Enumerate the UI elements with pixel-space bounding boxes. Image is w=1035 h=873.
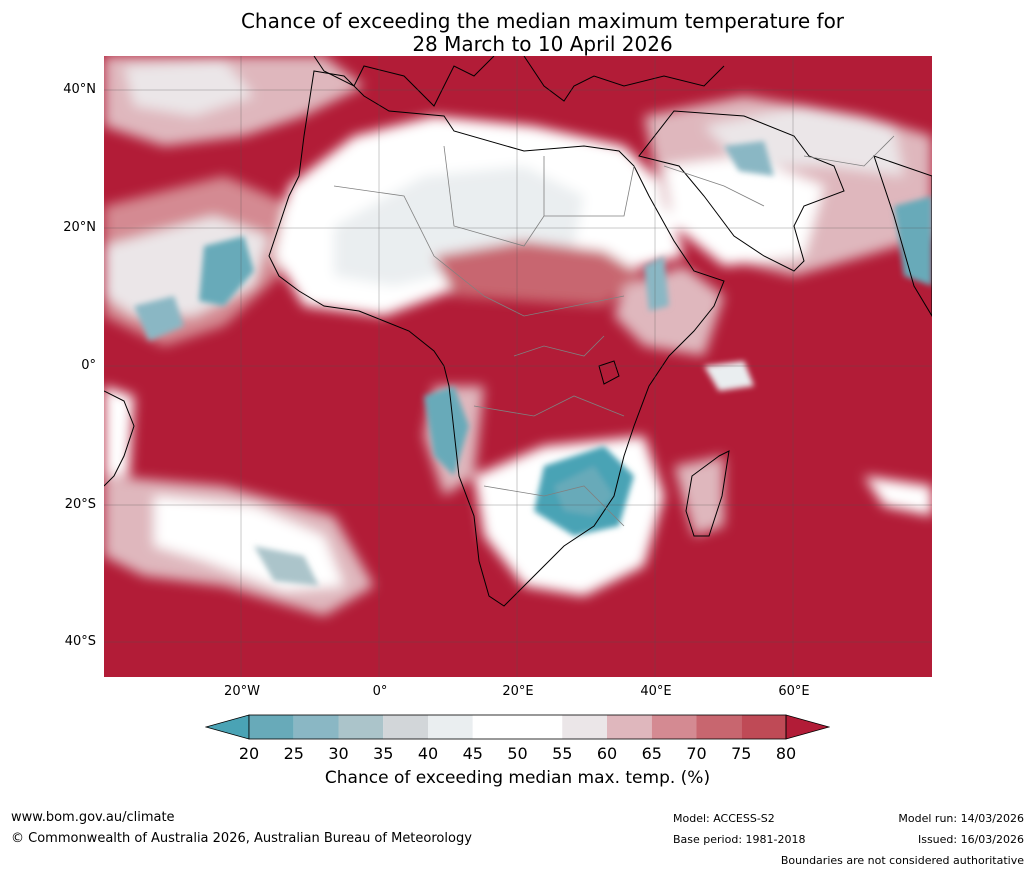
probability-map (104, 56, 932, 677)
title-line-1: Chance of exceeding the median maximum t… (240, 9, 845, 33)
lon-label-0: 0° (372, 684, 388, 699)
colorbar-extend-high (785, 714, 830, 740)
colorbar-tick-label: 50 (507, 744, 528, 763)
colorbar-segment (249, 715, 294, 739)
footer-disclaimer: Boundaries are not considered authoritat… (780, 854, 1024, 867)
colorbar-segment (472, 715, 518, 739)
colorbar-segment (428, 715, 473, 739)
colorbar-tick-label: 70 (686, 744, 707, 763)
map-title: Chance of exceeding the median maximum t… (0, 10, 1035, 56)
colorbar-tick-label: 65 (641, 744, 662, 763)
coastlines (104, 56, 932, 607)
colorbar-segments (205, 714, 830, 740)
lat-label-40n: 40°N (63, 82, 96, 97)
footer-issued: Issued: 16/03/2026 (917, 833, 1024, 846)
colorbar-tick-label: 80 (775, 744, 797, 763)
colorbar-tick-label: 20 (238, 744, 260, 763)
title-line-2: 28 March to 10 April 2026 (412, 32, 673, 56)
footer-copyright: © Commonwealth of Australia 2026, Austra… (11, 831, 472, 846)
low-probability-field (134, 141, 932, 586)
country-borders (333, 135, 895, 527)
colorbar-tick-label: 45 (462, 744, 483, 763)
colorbar-tick-label: 35 (373, 744, 394, 763)
footer-model-run: Model run: 14/03/2026 (898, 812, 1024, 825)
colorbar-label: Chance of exceeding median max. temp. (%… (324, 768, 711, 788)
graticule (104, 56, 932, 677)
colorbar (205, 714, 830, 740)
colorbar-segment (293, 715, 339, 739)
colorbar-segment (517, 715, 563, 739)
colorbar-extend-low (205, 714, 250, 740)
colorbar-segment (741, 715, 786, 739)
lon-label-20w: 20°W (224, 684, 260, 699)
colorbar-segment (607, 715, 652, 739)
colorbar-tick-label: 40 (417, 744, 439, 763)
lon-label-60e: 60°E (778, 684, 810, 699)
colorbar-frame (248, 714, 787, 740)
lat-label-40s: 40°S (64, 634, 96, 649)
colorbar-tick-label: 60 (596, 744, 618, 763)
colorbar-segment (696, 715, 742, 739)
footer-website: www.bom.gov.au/climate (11, 810, 175, 825)
footer-model: Model: ACCESS-S2 (673, 812, 775, 825)
colorbar-tick-label: 55 (552, 744, 573, 763)
lon-label-20e: 20°E (502, 684, 534, 699)
lon-label-40e: 40°E (640, 684, 672, 699)
colorbar-segment (562, 715, 607, 739)
lat-label-20s: 20°S (64, 497, 96, 512)
colorbar-tick-label: 25 (283, 744, 304, 763)
colorbar-segment (338, 715, 384, 739)
footer-base-period: Base period: 1981-2018 (673, 833, 806, 846)
lat-label-0: 0° (81, 358, 96, 373)
colorbar-segment (383, 715, 428, 739)
colorbar-segment (651, 715, 697, 739)
colorbar-tick-label: 30 (328, 744, 349, 763)
colorbar-tick-label: 75 (731, 744, 752, 763)
lat-label-20n: 20°N (63, 220, 96, 235)
